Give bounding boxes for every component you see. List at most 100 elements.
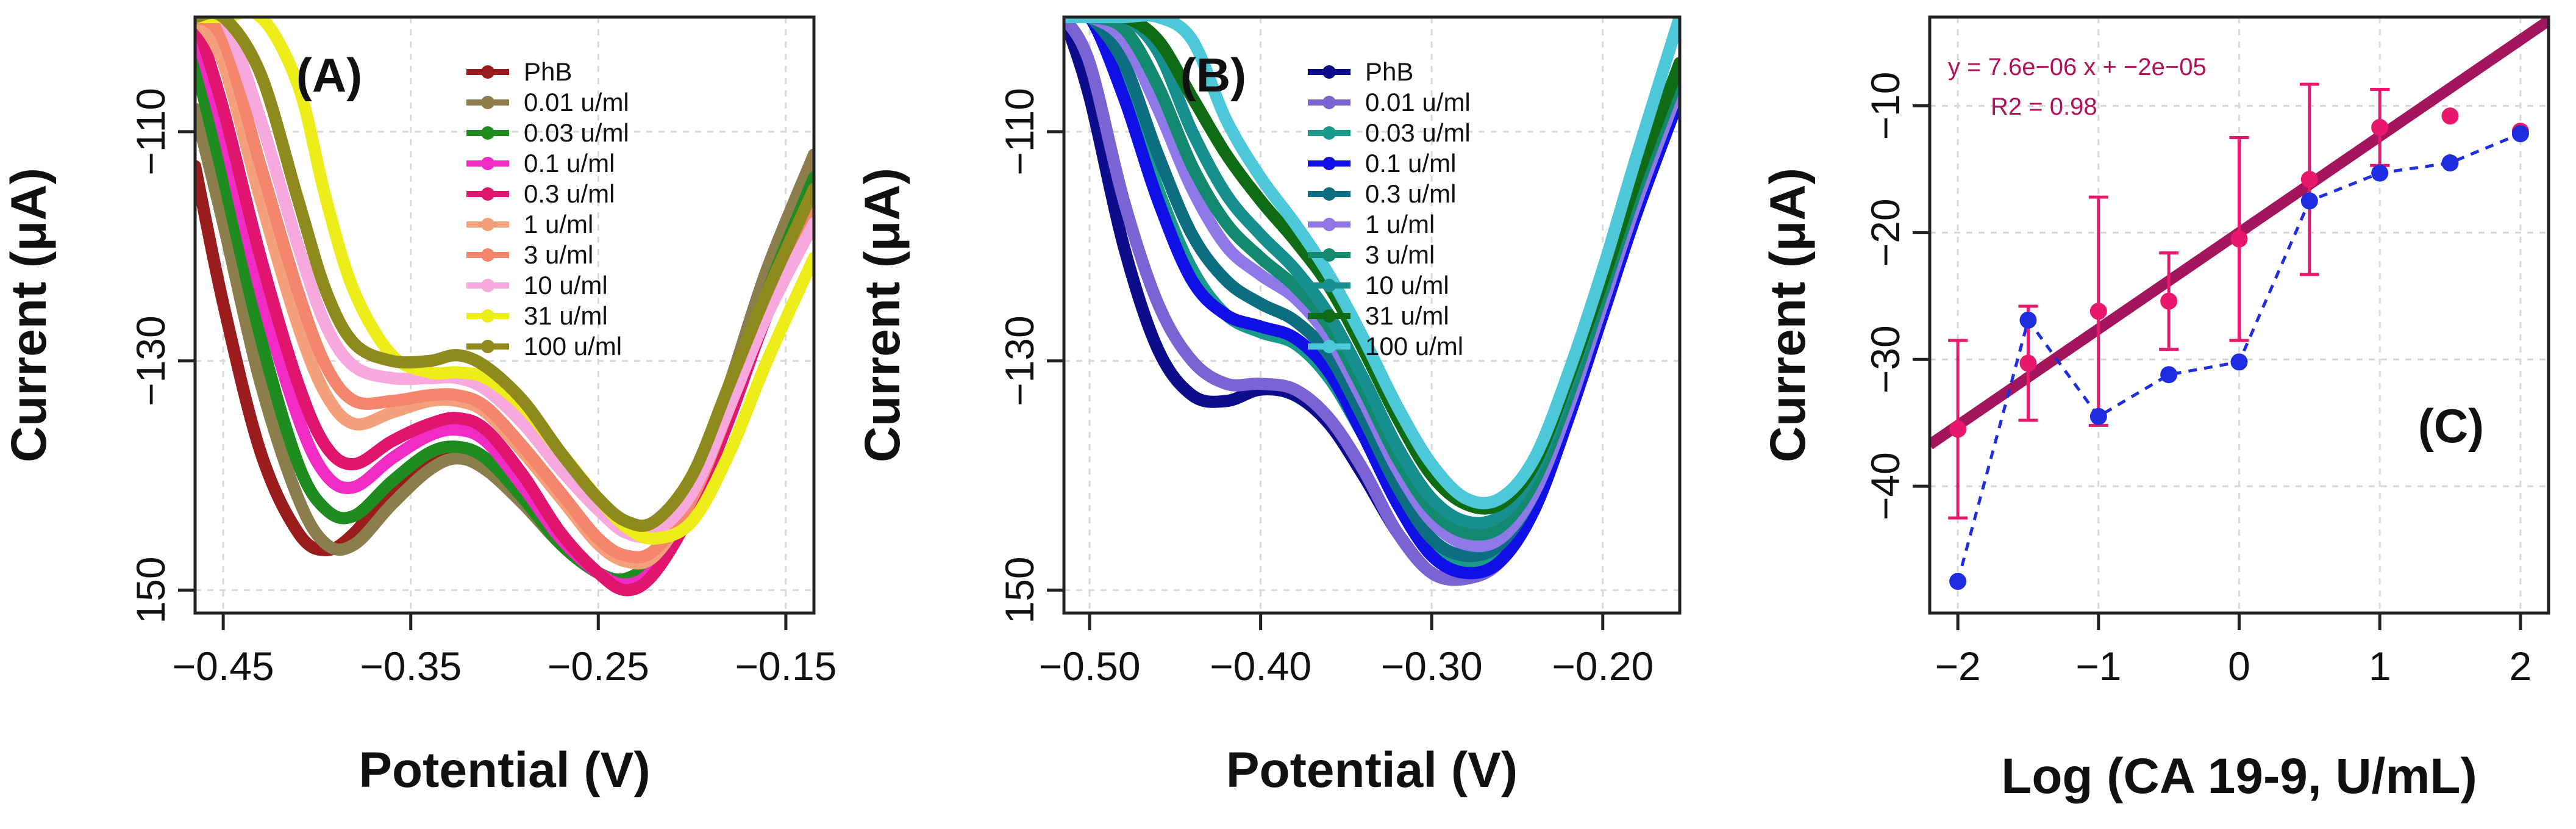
legend-label-3: 0.1 u/ml: [524, 149, 615, 178]
legend-label-8: 31 u/ml: [1365, 301, 1449, 330]
y-axis-label: Current (μA): [855, 168, 910, 462]
mean-point-6: [2371, 118, 2389, 136]
fit-r2: R2 = 0.98: [1991, 93, 2097, 120]
x-tick-label-0: −2: [1935, 644, 1981, 689]
x-axis-label: Potential (V): [359, 742, 650, 798]
x-tick-label-2: 0: [2228, 644, 2250, 689]
x-tick-label-3: −0.15: [735, 644, 837, 689]
legend-marker-7: [1322, 279, 1336, 292]
mean-point-0: [1949, 420, 1967, 438]
series-line-7: [195, 17, 814, 543]
legend-marker-9: [481, 340, 494, 353]
legend-marker-7: [481, 279, 494, 292]
legend-label-5: 1 u/ml: [524, 210, 593, 239]
measured-point-0: [1949, 573, 1967, 590]
legend-label-9: 100 u/ml: [1365, 332, 1463, 361]
legend-label-0: PhB: [524, 57, 572, 86]
y-tick-label-3: −40: [1863, 452, 1908, 520]
legend-label-6: 3 u/ml: [524, 240, 593, 269]
legend-label-1: 0.01 u/ml: [1365, 88, 1471, 117]
x-tick-label-1: −0.35: [360, 644, 462, 689]
legend-marker-1: [1322, 96, 1336, 109]
panel-label: (B): [1180, 48, 1246, 102]
y-tick-label-1: −130: [997, 315, 1042, 406]
legend-label-6: 3 u/ml: [1365, 240, 1435, 269]
legend-marker-3: [1322, 157, 1336, 170]
y-tick-label-2: 150: [128, 556, 173, 623]
y-tick-label-2: 150: [997, 556, 1042, 623]
legend-marker-0: [1322, 65, 1336, 79]
y-tick-label-1: −130: [128, 315, 173, 406]
measured-point-4: [2230, 353, 2248, 371]
series-line-2: [195, 57, 814, 586]
legend-label-2: 0.03 u/ml: [524, 118, 629, 147]
panel-a: −0.45 −0.35 −0.25 −0.15 −110 −130 150 Potential…: [1, 15, 837, 798]
x-tick-label-0: −0.50: [1039, 644, 1141, 689]
series-line-9: [1064, 17, 1680, 509]
x-axis-label: Potential (V): [1226, 742, 1518, 798]
x-tick-label-4: 2: [2510, 644, 2532, 689]
mean-point-4: [2230, 230, 2248, 248]
legend-label-3: 0.1 u/ml: [1365, 149, 1456, 178]
mean-point-7: [2441, 107, 2459, 125]
legend-marker-8: [481, 309, 494, 323]
legend-marker-1: [481, 96, 494, 109]
x-tick-label-1: −1: [2075, 644, 2121, 689]
mean-point-3: [2160, 292, 2178, 310]
legend-label-2: 0.03 u/ml: [1365, 118, 1471, 147]
plot-area: [195, 17, 814, 597]
x-tick-label-1: −0.40: [1210, 644, 1311, 689]
plot-area: [1930, 17, 2549, 590]
legend-marker-2: [1322, 126, 1336, 140]
legend-label-1: 0.01 u/ml: [524, 88, 629, 117]
legend-label-9: 100 u/ml: [524, 332, 622, 361]
plot-area: [1064, 17, 1680, 586]
legend-marker-8: [1322, 309, 1336, 323]
y-tick-label-2: −30: [1863, 325, 1908, 393]
legend-label-8: 31 u/ml: [524, 301, 608, 330]
measured-point-3: [2160, 366, 2178, 384]
legend-marker-5: [1322, 218, 1336, 231]
series-line-9: [195, 17, 814, 532]
series-line-8: [195, 17, 814, 545]
mean-point-1: [2019, 354, 2037, 372]
legend-marker-5: [481, 218, 494, 231]
plot-frame: [1062, 15, 1682, 615]
y-tick-label-1: −20: [1863, 198, 1908, 267]
y-tick-label-0: −110: [128, 88, 173, 176]
legend-marker-6: [481, 248, 494, 262]
legend-label-7: 10 u/ml: [524, 271, 608, 300]
legend-marker-4: [481, 187, 494, 201]
legend-label-4: 0.3 u/ml: [524, 179, 615, 208]
fit-equation: y = 7.6e−06 x + −2e−05: [1948, 54, 2207, 81]
x-tick-label-2: −0.25: [548, 644, 649, 689]
x-axis-label: Log (CA 19-9, U/mL): [2001, 748, 2477, 804]
x-tick-label-3: −0.20: [1552, 644, 1654, 689]
measured-point-8: [2511, 125, 2529, 143]
measured-point-1: [2019, 311, 2037, 329]
mean-point-2: [2089, 303, 2107, 320]
x-tick-label-3: 1: [2369, 644, 2391, 689]
legend-marker-9: [1322, 340, 1336, 353]
panel-label: (A): [296, 48, 362, 102]
y-axis-label: Current (μA): [1760, 168, 1816, 462]
y-tick-label-0: −110: [997, 88, 1042, 176]
legend-label-5: 1 u/ml: [1365, 210, 1435, 239]
measured-point-5: [2300, 192, 2318, 210]
mean-point-5: [2300, 171, 2318, 188]
legend-label-4: 0.3 u/ml: [1365, 179, 1456, 208]
y-axis-label: Current (μA): [1, 168, 57, 462]
legend-marker-6: [1322, 248, 1336, 262]
plot-frame: [193, 15, 816, 615]
legend-marker-2: [481, 126, 494, 140]
measured-point-7: [2441, 154, 2459, 172]
panel-label: (C): [2418, 399, 2484, 453]
legend-marker-4: [1322, 187, 1336, 201]
legend-marker-3: [481, 157, 494, 170]
measured-point-6: [2371, 164, 2389, 182]
y-tick-label-0: −10: [1863, 72, 1908, 140]
legend-marker-0: [481, 65, 494, 79]
measured-point-2: [2089, 407, 2107, 425]
